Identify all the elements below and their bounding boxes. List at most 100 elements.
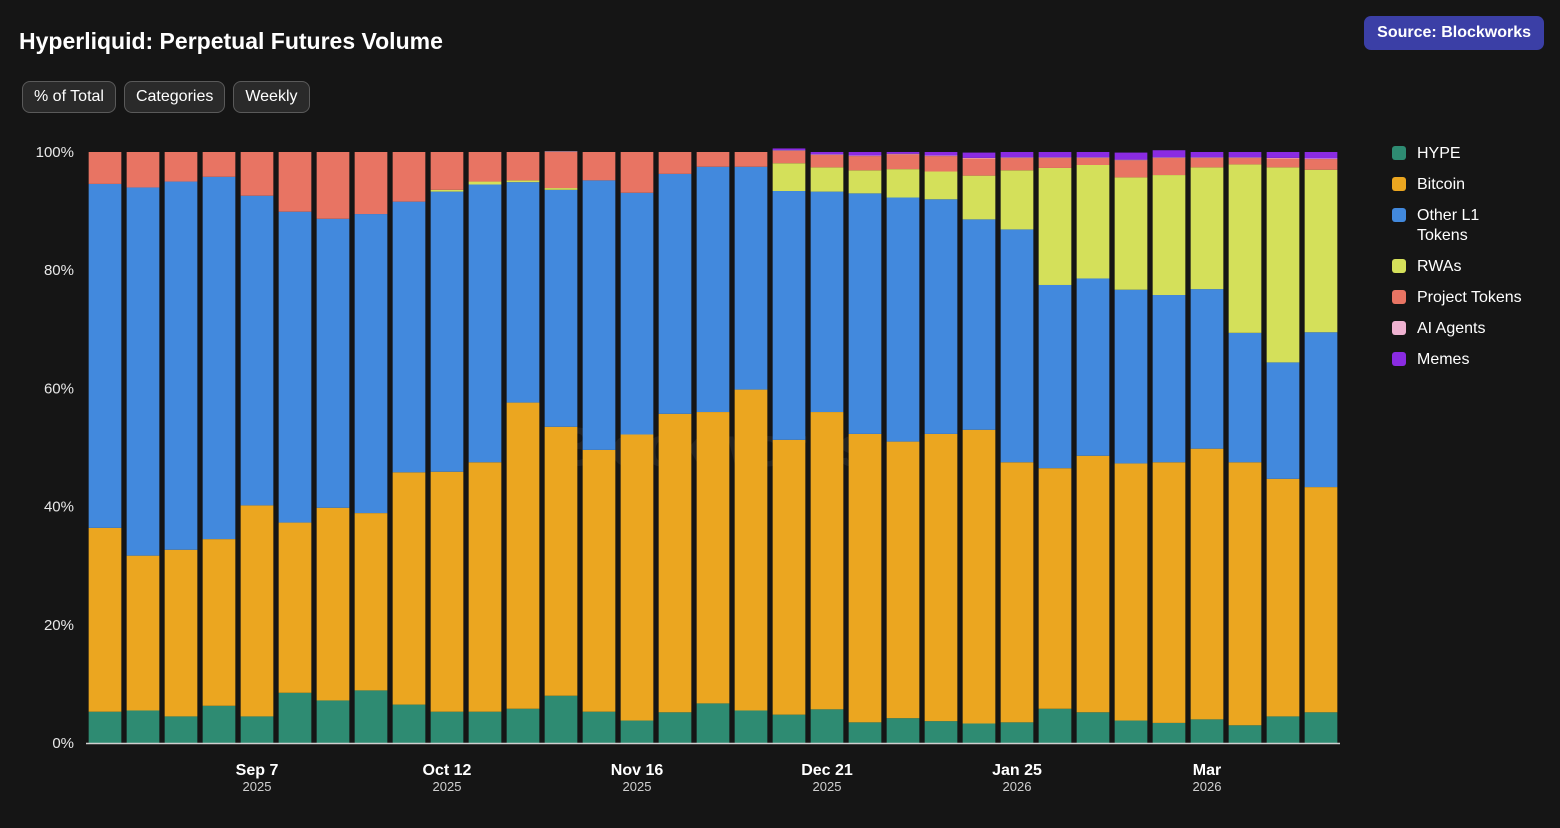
bar-segment [1038, 708, 1072, 743]
legend-item-ai-agents[interactable]: AI Agents [1392, 319, 1542, 339]
legend-item-project-tokens[interactable]: Project Tokens [1392, 288, 1542, 308]
legend-item-rwas[interactable]: RWAs [1392, 257, 1542, 277]
bar-segment [544, 426, 578, 696]
bar-segment [1038, 284, 1072, 469]
bar-segment [316, 507, 350, 701]
legend-label: HYPE [1417, 145, 1461, 162]
bar-segment [88, 183, 122, 528]
bar-segment [1114, 720, 1148, 743]
bar-segment [1266, 167, 1300, 363]
bar-segment [1304, 152, 1338, 159]
bar-segment [1114, 177, 1148, 290]
chart-title: Hyperliquid: Perpetual Futures Volume [19, 28, 443, 54]
legend-item-memes[interactable]: Memes [1392, 350, 1542, 370]
bar-segment [240, 716, 274, 743]
legend-item-hype[interactable]: HYPE [1392, 144, 1542, 164]
legend-item-other-l1-tokens[interactable]: Other L1 Tokens [1392, 206, 1542, 246]
bar-segment [202, 152, 236, 177]
legend-item-bitcoin[interactable]: Bitcoin [1392, 175, 1542, 195]
bar-segment [1304, 332, 1338, 488]
bar-segment [886, 153, 920, 155]
bar-segment [658, 413, 692, 713]
bar-segment [430, 152, 464, 190]
bar-segment [810, 167, 844, 192]
bar-segment [164, 549, 198, 717]
bar-segment [1152, 462, 1186, 723]
bar-segment [658, 152, 692, 174]
bar-segment [620, 434, 654, 721]
bar-segment [1266, 716, 1300, 743]
bar-segment [734, 389, 768, 711]
x-tick-label: Mar [1193, 762, 1221, 779]
legend-swatch-project-tokens [1392, 290, 1406, 304]
bar-segment [772, 148, 806, 151]
bar-segment [506, 402, 540, 709]
source-button[interactable]: Source: Blockworks [1364, 16, 1544, 50]
bar-segment [1000, 157, 1034, 158]
bar-segment [1114, 152, 1148, 160]
bar-segment [1190, 719, 1224, 743]
bar-segment [886, 718, 920, 743]
bar-segment [620, 192, 654, 435]
bar-segment [1076, 455, 1110, 713]
bar-segment [1266, 157, 1300, 159]
bar-segment [392, 201, 426, 473]
bar-segment [1152, 295, 1186, 463]
bar-segment [1228, 164, 1262, 333]
bar-segment [924, 199, 958, 434]
bar-segment [1152, 150, 1186, 158]
bar-segment [240, 195, 274, 506]
bar-segment [354, 214, 388, 514]
categories-dropdown[interactable]: Categories [123, 81, 226, 113]
x-tick-label: Oct 12 [423, 762, 472, 779]
legend-swatch-ai-agents [1392, 321, 1406, 335]
bar-segment [278, 692, 312, 743]
bar-segment [924, 156, 958, 172]
bar-segment [1076, 152, 1110, 158]
bar-segment [1000, 152, 1034, 158]
bar-segment [620, 152, 654, 193]
bar-segment [1076, 157, 1110, 158]
bar-segment [848, 156, 882, 171]
bar-segment [1228, 725, 1262, 743]
bar-segment [1228, 332, 1262, 463]
x-tick-label: Jan 25 [992, 762, 1042, 779]
bar-segment [126, 187, 160, 556]
legend-swatch-hype [1392, 146, 1406, 160]
bar-segment [1038, 152, 1072, 158]
bar-segment [88, 152, 122, 184]
legend-label: Bitcoin [1417, 176, 1466, 193]
bar-segment [848, 155, 882, 157]
bar-segment [658, 173, 692, 414]
bar-segment [696, 412, 730, 704]
x-tick-year: 2026 [1193, 779, 1222, 794]
percent-of-total-toggle[interactable]: % of Total [22, 81, 116, 113]
bar-segment [886, 169, 920, 198]
y-tick-label: 60% [44, 380, 74, 397]
bar-segment [582, 449, 616, 712]
bar-segment [1038, 468, 1072, 709]
bar-segment [1076, 712, 1110, 743]
bar-segment [1190, 448, 1224, 720]
bar-segment [924, 155, 958, 157]
bar-segment [1190, 152, 1224, 158]
bar-segment [962, 157, 996, 159]
bar-segment [1190, 289, 1224, 449]
bar-segment [468, 184, 502, 463]
interval-dropdown[interactable]: Weekly [233, 81, 310, 113]
y-tick-label: 20% [44, 617, 74, 634]
bar-segment [772, 163, 806, 192]
bar-segment [924, 171, 958, 200]
y-tick-label: 100% [36, 144, 74, 161]
bar-segment [1000, 462, 1034, 723]
legend-swatch-bitcoin [1392, 177, 1406, 191]
bar-segment [734, 166, 768, 390]
y-tick-label: 80% [44, 262, 74, 279]
bar-segment [506, 708, 540, 743]
bar-segment [392, 472, 426, 705]
x-tick-year: 2025 [243, 779, 272, 794]
bar-segment [1152, 722, 1186, 743]
bar-segment [316, 700, 350, 743]
bar-segment [1228, 157, 1262, 165]
